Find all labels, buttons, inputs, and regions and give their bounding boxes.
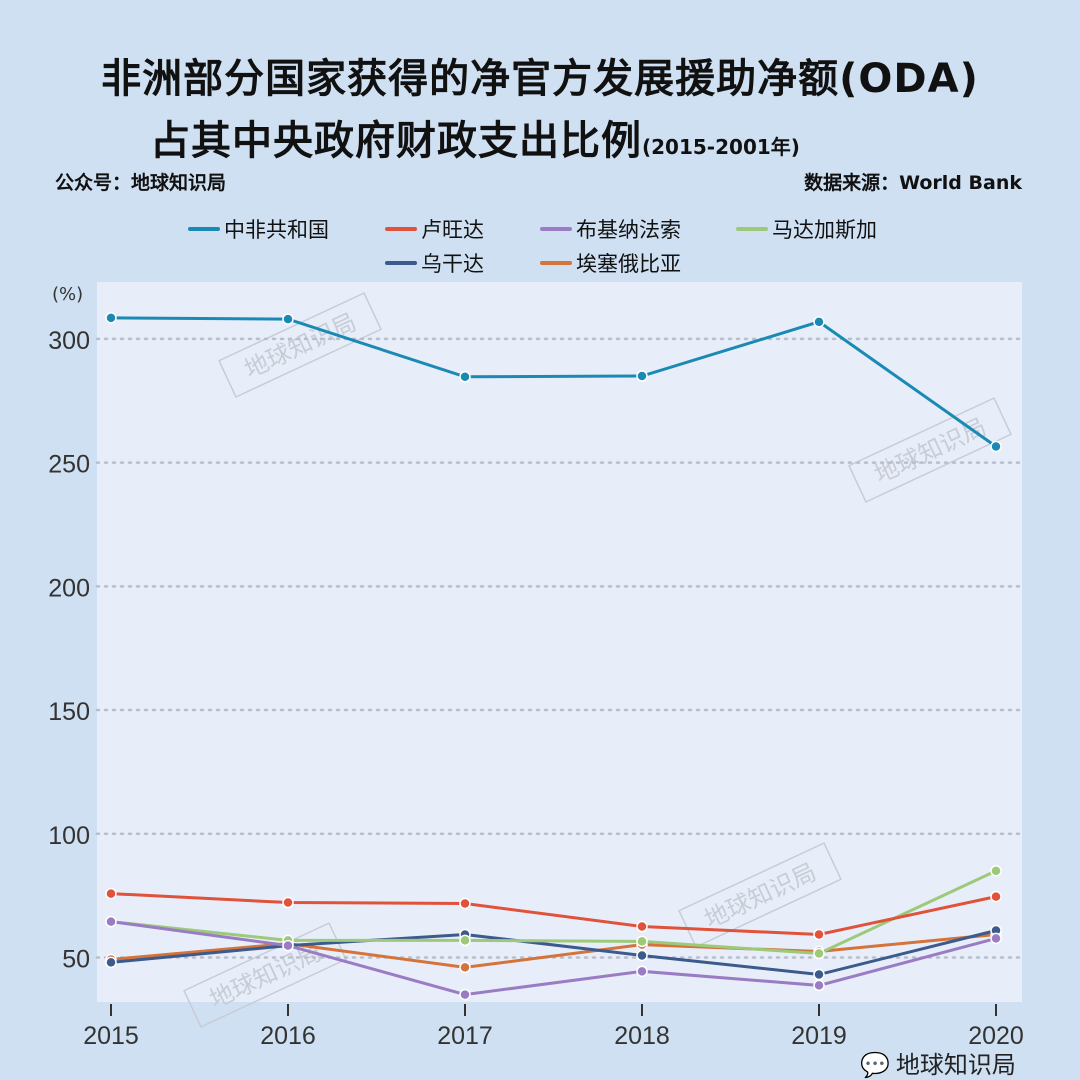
data-point bbox=[990, 932, 1002, 945]
x-tick-label: 2020 bbox=[968, 1022, 1024, 1050]
y-tick-label: 250 bbox=[48, 451, 90, 479]
legend-label: 卢旺达 bbox=[421, 218, 484, 242]
x-tick-label: 2016 bbox=[260, 1022, 316, 1050]
footer-brand: 💬 地球知识局 bbox=[860, 1051, 1016, 1079]
data-point bbox=[459, 897, 471, 910]
y-tick-label: 200 bbox=[48, 574, 90, 602]
series-line bbox=[110, 869, 997, 956]
data-point bbox=[105, 312, 117, 324]
data-point bbox=[282, 939, 294, 952]
y-tick-label: 150 bbox=[48, 698, 90, 726]
wechat-icon: 💬 bbox=[860, 1051, 890, 1079]
data-point bbox=[813, 968, 825, 981]
source-label: 数据来源：World Bank bbox=[804, 172, 1022, 194]
series-line bbox=[110, 929, 997, 977]
legend-swatch bbox=[540, 227, 572, 231]
data-point bbox=[990, 890, 1002, 903]
data-point bbox=[990, 440, 1002, 453]
data-point bbox=[636, 920, 648, 933]
data-point bbox=[459, 961, 471, 974]
y-tick-label: 300 bbox=[48, 327, 90, 355]
legend-item: 马达加斯加 bbox=[736, 214, 877, 244]
footer-brand-text: 地球知识局 bbox=[895, 1051, 1016, 1079]
data-point bbox=[813, 316, 825, 328]
legend-swatch bbox=[385, 227, 417, 231]
data-point bbox=[459, 988, 471, 1001]
data-point bbox=[105, 887, 117, 900]
legend-item: 乌干达 bbox=[385, 248, 484, 278]
series-line bbox=[110, 920, 997, 997]
legend-swatch bbox=[385, 261, 417, 265]
y-tick-label: 100 bbox=[48, 822, 90, 850]
series-line bbox=[110, 932, 997, 969]
data-point bbox=[105, 956, 117, 969]
data-point bbox=[636, 949, 648, 962]
data-point bbox=[105, 915, 117, 928]
data-point bbox=[990, 865, 1002, 877]
legend-label: 乌干达 bbox=[421, 252, 484, 276]
legend-label: 马达加斯加 bbox=[772, 218, 877, 242]
series-line bbox=[110, 892, 997, 936]
data-point bbox=[636, 935, 648, 948]
legend-swatch bbox=[540, 261, 572, 265]
legend-item: 中非共和国 bbox=[188, 214, 329, 244]
legend-item: 布基纳法索 bbox=[540, 214, 681, 244]
legend-label: 埃塞俄比亚 bbox=[576, 252, 681, 276]
chart-subtitle: 占其中央政府财政支出比例(2015-2001年) bbox=[150, 108, 800, 166]
data-point bbox=[636, 370, 648, 382]
data-point bbox=[459, 934, 471, 947]
x-tick-label: 2015 bbox=[83, 1022, 139, 1050]
plot-area bbox=[97, 282, 1022, 1002]
data-point bbox=[282, 896, 294, 909]
data-point bbox=[282, 313, 294, 325]
subtitle-years: (2015-2001年) bbox=[642, 135, 800, 159]
x-tick-label: 2018 bbox=[614, 1022, 670, 1050]
legend-label: 布基纳法索 bbox=[576, 218, 681, 242]
subtitle-text: 占其中央政府财政支出比例 bbox=[150, 118, 642, 164]
data-point bbox=[813, 928, 825, 941]
y-tick-label: 50 bbox=[62, 945, 90, 973]
data-point bbox=[459, 371, 471, 383]
x-tick-label: 2017 bbox=[437, 1022, 493, 1050]
legend-item: 卢旺达 bbox=[385, 214, 484, 244]
legend-label: 中非共和国 bbox=[224, 218, 329, 242]
chart-title: 非洲部分国家获得的净官方发展援助净额(ODA) bbox=[101, 56, 979, 102]
series-line bbox=[110, 316, 997, 448]
legend-swatch bbox=[736, 227, 768, 231]
data-point bbox=[813, 947, 825, 960]
y-axis-label: (%) bbox=[52, 284, 83, 305]
data-point bbox=[636, 965, 648, 978]
x-tick-label: 2019 bbox=[791, 1022, 847, 1050]
account-label: 公众号：地球知识局 bbox=[55, 172, 227, 194]
data-point bbox=[813, 979, 825, 992]
legend-item: 埃塞俄比亚 bbox=[540, 248, 681, 278]
legend-swatch bbox=[188, 227, 220, 231]
